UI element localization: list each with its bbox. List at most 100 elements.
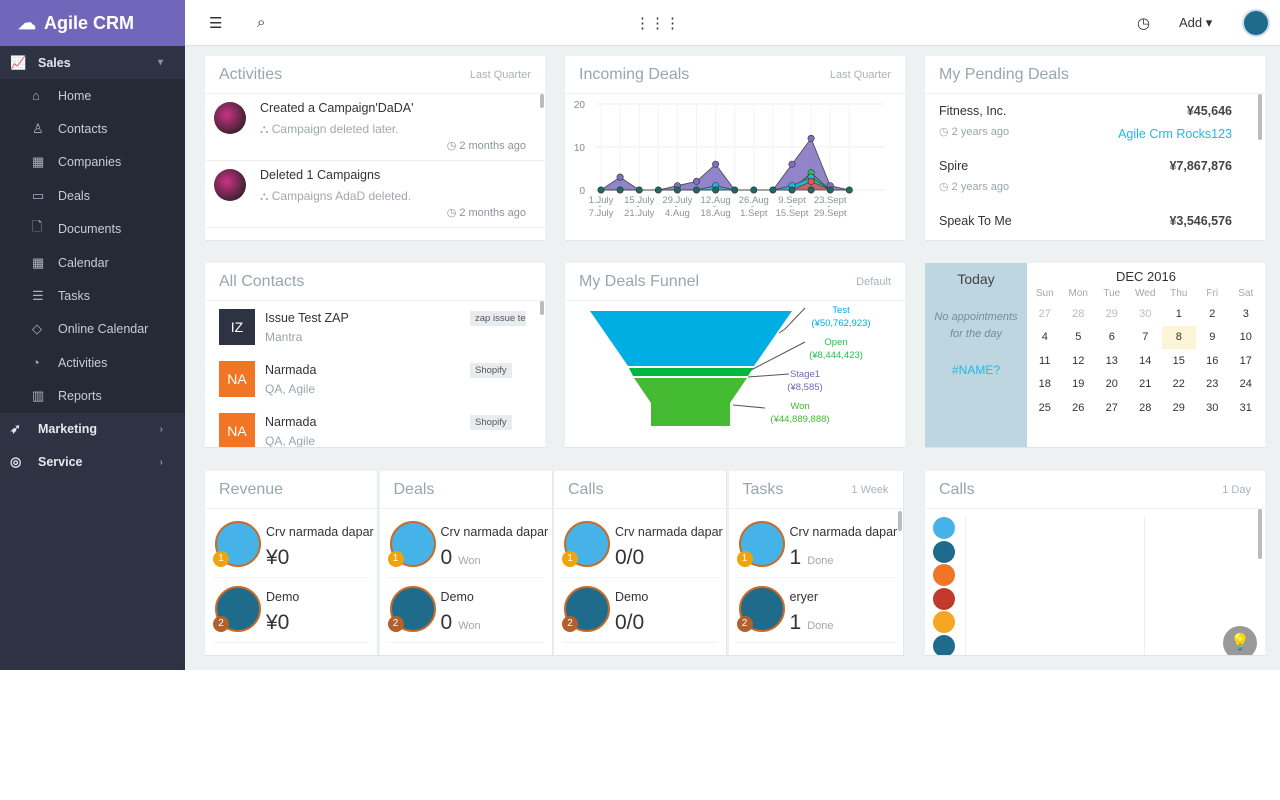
calendar-day[interactable]: 25 [1038,401,1051,414]
contact-item[interactable]: NA Narmada QA, Agile Shopify [205,353,545,405]
data-point[interactable] [712,186,720,194]
calendar-day[interactable]: 6 [1108,331,1115,344]
funnel-option[interactable]: Default [856,275,891,288]
brand[interactable]: ☁ Agile CRM [0,0,185,46]
calendar-day[interactable]: 16 [1206,354,1219,367]
calendar-day[interactable]: 22 [1172,378,1185,391]
calendar-day[interactable]: 4 [1041,331,1048,344]
pending-deal[interactable]: Fitness, Inc. ¥45,646 ◷ 2 years ago Agile C… [925,94,1265,149]
calendar-day[interactable]: 13 [1105,354,1118,367]
sidebar-item-calendar[interactable]: ▦ Calendar [0,246,185,279]
pending-deal[interactable]: Speak To Me ¥3,546,576 [925,204,1265,240]
calendar-day[interactable]: 24 [1239,378,1252,391]
sidebar-group-sales[interactable]: 📈 Sales ▾ [0,46,185,79]
calendar-day[interactable]: 30 [1139,307,1152,320]
calendar-day[interactable]: 28 [1139,401,1152,414]
pending-deal[interactable]: Spire ¥7,867,876 ◷ 2 years ago [925,149,1265,204]
calendar-day[interactable]: 31 [1239,401,1252,414]
scrollbar[interactable] [1258,94,1262,140]
caller-avatar[interactable] [933,634,955,655]
sidebar-group-service[interactable]: ◎ Service › [0,446,185,479]
apps-grid-icon[interactable]: ⋮⋮⋮ [635,14,680,32]
data-point[interactable] [845,186,853,194]
calendar-day[interactable]: 17 [1239,354,1252,367]
sidebar-item-companies[interactable]: ▦ Companies [0,146,185,179]
funnel-stage-open[interactable] [629,368,753,376]
sidebar-item-deals[interactable]: ▭ Deals [0,179,185,212]
data-point[interactable] [654,186,662,194]
clock-icon[interactable]: ◷ [1137,14,1151,32]
data-point[interactable] [731,186,739,194]
calendar-day[interactable]: 5 [1075,331,1082,344]
calendar-day[interactable]: 3 [1242,307,1249,320]
funnel-stage-won[interactable] [634,378,747,426]
calendar-day[interactable]: 10 [1239,331,1252,344]
calendar-day[interactable]: 26 [1072,401,1085,414]
data-point[interactable] [693,186,701,194]
caller-avatar[interactable] [933,587,955,610]
data-point[interactable] [712,160,720,168]
data-point[interactable] [769,186,777,194]
calendar-day[interactable]: 9 [1209,331,1216,344]
calendar-link[interactable]: #NAME? [951,363,1001,377]
sidebar-item-tasks[interactable]: ☰ Tasks [0,279,185,312]
calendar-day[interactable]: 8 [1162,325,1196,349]
data-point[interactable] [616,173,624,181]
calendar-day[interactable]: 29 [1105,307,1118,320]
funnel-stage-test[interactable] [590,311,792,366]
sidebar-item-home[interactable]: ⌂ Home [0,79,185,112]
data-point[interactable] [750,186,758,194]
sidebar-group-marketing[interactable]: ➶ Marketing › [0,413,185,446]
calendar-day[interactable]: 18 [1038,378,1051,391]
leaderboard-row[interactable]: 1 Crv narmada dapar 0/0 [562,513,723,578]
contact-tag[interactable]: Shopify [470,363,512,378]
range-label[interactable]: 1 Day [1222,483,1251,496]
data-point[interactable] [788,186,796,194]
scrollbar[interactable] [540,94,544,108]
add-dropdown[interactable]: Add ▾ [1179,14,1213,30]
sidebar-item-reports[interactable]: ▥ Reports [0,380,185,413]
calendar-day[interactable]: 28 [1072,307,1085,320]
data-point[interactable] [635,186,643,194]
leaderboard-row[interactable]: 2 Demo 0 Won [387,578,544,643]
calendar-day[interactable]: 12 [1072,354,1085,367]
contact-tag[interactable]: zap issue test [470,311,526,326]
activity-item[interactable]: Deleted 1 Campaigns ⛬ Campaigns AdaD dele… [205,161,545,228]
calendar-day[interactable]: 7 [1142,331,1149,344]
range-label[interactable]: Last Quarter [469,68,531,81]
menu-toggle-icon[interactable]: ☰ [209,14,223,32]
leaderboard-row[interactable]: 2 Demo ¥0 [213,578,369,643]
data-point[interactable] [597,186,605,194]
calendar-day[interactable]: 11 [1039,354,1051,367]
caller-avatar[interactable] [933,564,955,586]
user-avatar[interactable] [1242,9,1270,37]
data-point[interactable] [807,134,815,142]
data-point[interactable] [826,186,834,194]
deal-owner-link[interactable]: Agile Crm Rocks123 [1118,127,1232,141]
data-point[interactable] [807,186,815,194]
calendar-day[interactable]: 2 [1209,307,1216,320]
calendar-day[interactable]: 1 [1175,307,1182,320]
sidebar-item-activities[interactable]: ◔ Activities [0,346,185,379]
leaderboard-row[interactable]: 1 Crv narmada dapar ¥0 [213,513,374,578]
caller-avatar[interactable] [933,611,955,633]
scrollbar[interactable] [540,301,544,315]
data-point[interactable] [693,177,701,185]
leaderboard-row[interactable]: 2 Demo 0/0 [562,578,718,643]
calendar-day[interactable]: 15 [1172,354,1185,367]
calendar-day[interactable]: 29 [1172,401,1185,414]
contact-tag[interactable]: Shopify [470,415,512,430]
calendar-day[interactable]: 27 [1038,307,1051,320]
leaderboard-row[interactable]: 1 Crv narmada dapar 1 Done [736,513,897,578]
contact-item[interactable]: IZ Issue Test ZAP Mantra zap issue test [205,301,545,353]
caller-avatar[interactable] [933,540,955,563]
data-point[interactable] [616,186,624,194]
range-label[interactable]: 1 Week [851,483,889,496]
calendar-day[interactable]: 20 [1105,378,1118,391]
search-icon[interactable]: ⌕ [257,14,266,31]
leaderboard-row[interactable]: 2 eryer 1 Done [736,578,895,643]
contact-item[interactable]: NA Narmada QA, Agile Shopify [205,405,545,447]
data-point[interactable] [788,160,796,168]
calendar-day[interactable]: 27 [1105,401,1118,414]
sidebar-item-online-calendar[interactable]: ◇ Online Calendar [0,313,185,346]
